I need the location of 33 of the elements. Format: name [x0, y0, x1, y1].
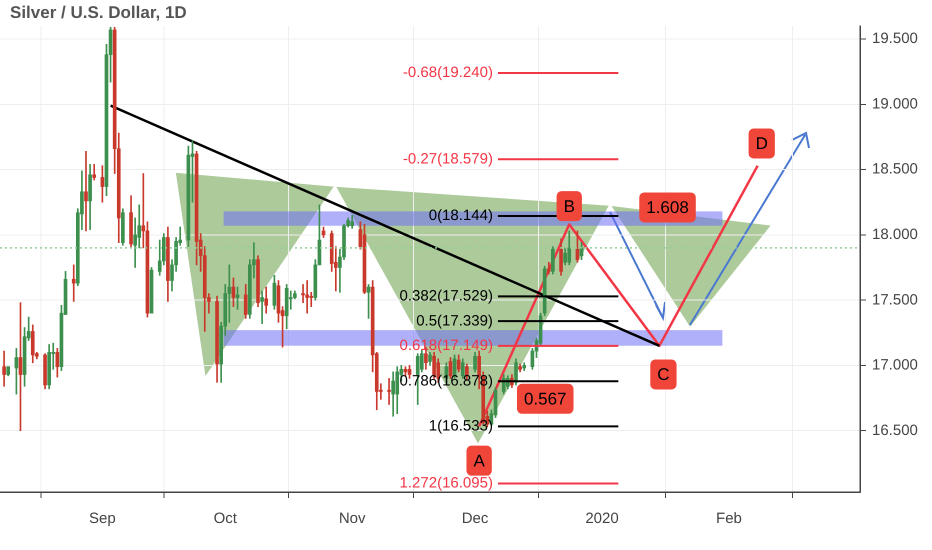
ref-line-label: 0.5(17.339)	[416, 312, 493, 330]
ref-line-label: 1(16.533)	[428, 417, 493, 434]
ref-line-label: 0.618(17.149)	[400, 337, 493, 354]
annotation: 0.567	[524, 389, 567, 408]
y-tick-label: 18.000	[872, 226, 918, 243]
ref-line-label: 0(18.144)	[428, 207, 493, 224]
candlestick	[18, 302, 22, 431]
y-tick-label: 17.000	[872, 356, 918, 374]
annotation: C	[657, 365, 670, 384]
chart-title: Silver / U.S. Dollar, 1D	[10, 3, 187, 23]
x-tick-label: Feb	[716, 510, 742, 528]
y-tick-label: 19.500	[872, 30, 918, 48]
y-tick-label: 17.500	[872, 291, 918, 308]
annotation: A	[473, 451, 486, 470]
x-tick-label: Nov	[338, 510, 366, 528]
y-tick-label: 18.500	[872, 160, 918, 178]
candlestick	[84, 150, 88, 232]
ref-line-label: 0.382(17.529)	[400, 287, 493, 304]
y-tick-label: 19.000	[872, 95, 918, 112]
y-tick-label: 16.500	[872, 422, 918, 439]
ref-line-label: -0.27(18.579)	[402, 150, 493, 168]
ref-line-label: 1.272(16.095)	[400, 474, 493, 492]
ref-line-label: -0.68(19.240)	[402, 64, 493, 82]
x-tick-label: 2020	[585, 510, 619, 528]
candlestick	[236, 286, 240, 310]
annotation: D	[756, 134, 768, 154]
annotation: B	[564, 196, 575, 216]
candlestick	[387, 378, 391, 405]
x-tick-label: Sep	[89, 510, 116, 528]
x-tick-label: Oct	[214, 510, 238, 528]
candlestick	[366, 284, 370, 319]
x-tick-label: Dec	[462, 510, 489, 528]
annotation: 1.608	[646, 198, 689, 218]
